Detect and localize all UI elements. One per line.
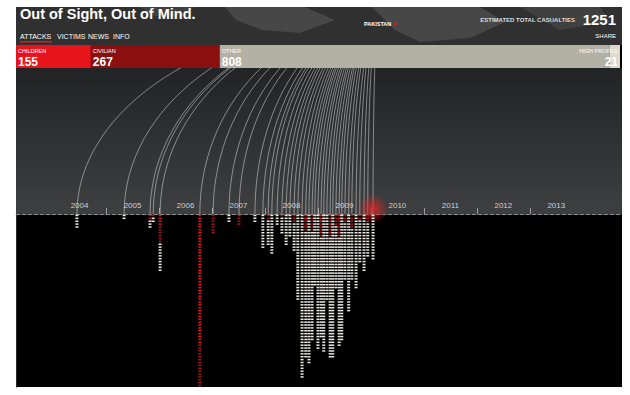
svg-text:2004: 2004 — [71, 201, 89, 210]
svg-text:2008: 2008 — [282, 200, 301, 210]
svg-text:2009: 2009 — [335, 200, 354, 210]
svg-text:2006: 2006 — [177, 201, 195, 210]
svg-text:21: 21 — [605, 55, 619, 69]
svg-text:SHARE: SHARE — [595, 33, 616, 39]
svg-text:2012: 2012 — [494, 201, 512, 210]
svg-text:VICTIMS: VICTIMS — [57, 33, 86, 40]
svg-text:ATTACKS: ATTACKS — [20, 33, 52, 40]
svg-text:2010: 2010 — [389, 201, 407, 210]
svg-text:NEWS: NEWS — [88, 33, 109, 40]
svg-text:2005: 2005 — [124, 201, 142, 210]
svg-text:2007: 2007 — [229, 200, 248, 210]
svg-text:PAKISTAN: PAKISTAN — [364, 21, 391, 27]
svg-text:HIGH PROFILE: HIGH PROFILE — [579, 48, 618, 54]
svg-text:808: 808 — [222, 55, 242, 69]
svg-text:OTHER: OTHER — [222, 48, 241, 54]
svg-text:155: 155 — [18, 55, 38, 69]
svg-text:CHILDREN: CHILDREN — [18, 48, 46, 54]
svg-text:267: 267 — [93, 55, 113, 69]
svg-text:2013: 2013 — [547, 201, 565, 210]
svg-text:CIVILIAN: CIVILIAN — [93, 48, 116, 54]
svg-text:Out of Sight, Out of Mind.: Out of Sight, Out of Mind. — [20, 6, 196, 22]
svg-text:2011: 2011 — [442, 201, 460, 210]
svg-text:INFO: INFO — [113, 33, 130, 40]
svg-text:1251: 1251 — [583, 11, 616, 28]
svg-text:ESTIMATED TOTAL CASUALTIES: ESTIMATED TOTAL CASUALTIES — [480, 17, 575, 23]
